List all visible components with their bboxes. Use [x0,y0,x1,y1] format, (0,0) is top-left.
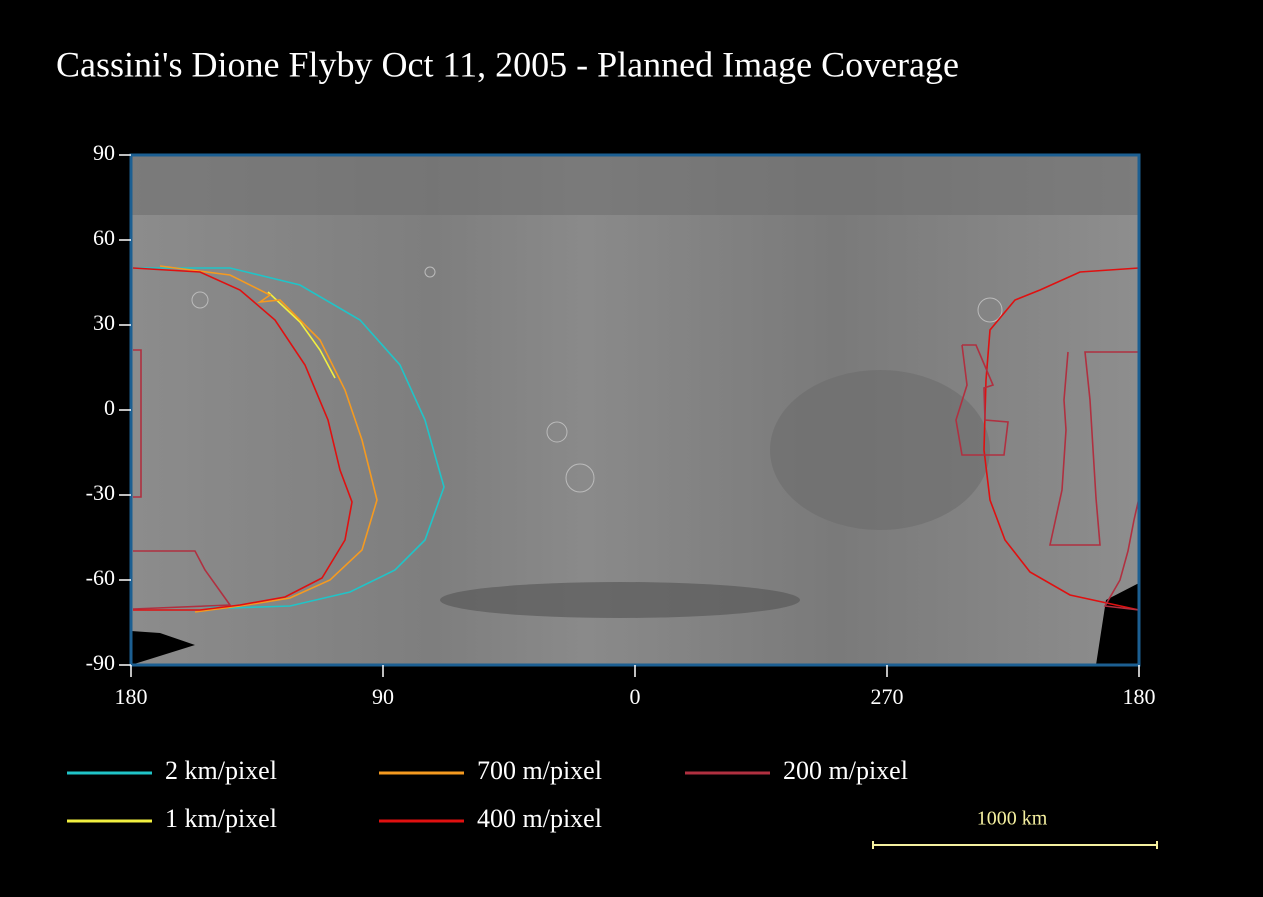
y-tick-label: 30 [93,310,115,335]
coverage-outline [133,349,142,498]
dark-region [770,370,990,530]
coverage-outline [133,267,445,609]
coverage-outlines [132,265,1140,613]
y-tick-label: -90 [86,650,115,675]
coverage-outline [1049,351,1139,546]
y-tick-label: 90 [93,140,115,165]
crater [977,297,1003,323]
legend-label: 2 km/pixel [165,756,277,785]
no-data [131,631,195,665]
crater [424,266,436,278]
crater [191,291,209,309]
x-tick-label: 270 [871,684,904,709]
crater [565,463,595,493]
legend-label: 200 m/pixel [783,756,908,785]
x-tick-label: 0 [630,684,641,709]
ridge [440,582,800,618]
y-tick-label: -30 [86,480,115,505]
legend: 2 km/pixel 1 km/pixel 700 m/pixel 400 m/pix… [67,756,908,833]
scale-bar-label: 1000 km [977,808,1048,830]
y-tick-label: 0 [104,395,115,420]
legend-label: 400 m/pixel [477,804,602,833]
crater [546,421,568,443]
coverage-outline [1103,497,1140,611]
x-tick-label: 180 [1123,684,1156,709]
map-image [131,155,1139,665]
coverage-outline [132,267,353,611]
y-tick-label: 60 [93,225,115,250]
legend-label: 700 m/pixel [477,756,602,785]
coverage-outline [955,344,1009,456]
coverage-outline [159,265,378,613]
title: Cassini's Dione Flyby Oct 11, 2005 - Pla… [56,44,959,84]
polar-region [131,155,1139,215]
x-tick-label: 90 [372,684,394,709]
legend-label: 1 km/pixel [165,804,277,833]
coverage-outline [267,291,336,379]
x-tick-label: 180 [115,684,148,709]
coverage-outline [132,550,232,610]
y-tick-label: -60 [86,565,115,590]
